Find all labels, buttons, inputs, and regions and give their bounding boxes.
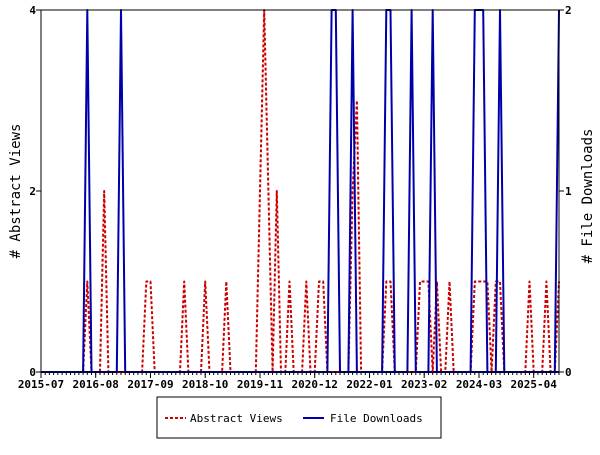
y2-tick-label: 2 (565, 4, 572, 17)
chart-ticks: 2015-07 2016-08 2017-09 2018-10 2019-11 2020-… (18, 4, 572, 391)
plot-frame (40, 9, 560, 373)
x-tick-label: 2025-04 (511, 378, 558, 391)
y-axis-title: # Abstract Views (8, 124, 24, 259)
x-tick-label: 2016-08 (73, 378, 119, 391)
x-tick-label: 2015-07 (18, 378, 64, 391)
y2-tick-label: 1 (565, 185, 572, 198)
x-tick-label: 2019-11 (237, 378, 284, 391)
legend-label-abstract-views: Abstract Views (190, 412, 283, 425)
legend: Abstract Views File Downloads (156, 396, 442, 439)
x-tick-label: 2023-02 (401, 378, 447, 391)
y-tick-label: 0 (29, 366, 36, 379)
y2-axis-title: # File Downloads (580, 129, 596, 264)
y2-tick-label: 0 (565, 366, 572, 379)
chart-marks (41, 9, 560, 373)
y-tick-label: 4 (29, 4, 36, 17)
legend-label-file-downloads: File Downloads (330, 412, 423, 425)
x-tick-label: 2020-12 (292, 378, 338, 391)
x-tick-label: 2024-03 (456, 378, 502, 391)
legend-box (156, 396, 442, 439)
x-tick-label: 2022-01 (346, 378, 393, 391)
y-tick-label: 2 (29, 185, 36, 198)
series-line-file-downloads (41, 9, 560, 373)
x-tick-label: 2018-10 (182, 378, 228, 391)
x-tick-label: 2017-09 (127, 378, 173, 391)
